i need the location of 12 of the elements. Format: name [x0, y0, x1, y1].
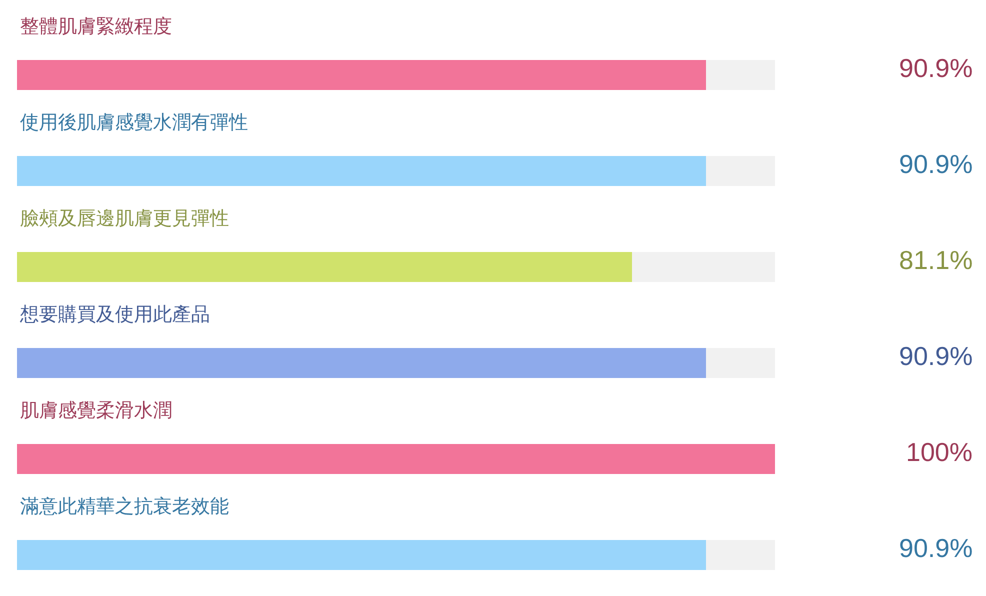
data-label: 90.9%: [899, 53, 973, 83]
data-label: 81.1%: [899, 245, 973, 275]
y-tick-label: 想要購買及使用此產品: [19, 304, 210, 326]
y-tick-label: 滿意此精華之抗衰老效能: [20, 496, 229, 518]
data-label: 90.9%: [899, 341, 973, 371]
y-tick-label: 臉頰及唇邊肌膚更見彈性: [20, 208, 229, 230]
data-label: 90.9%: [899, 149, 973, 179]
y-tick-label: 使用後肌膚感覺水潤有彈性: [20, 112, 248, 134]
y-tick-label: 肌膚感覺柔滑水潤: [20, 400, 172, 422]
data-label: 100%: [906, 437, 972, 467]
y-tick-label: 整體肌膚緊緻程度: [20, 16, 172, 38]
data-label: 90.9%: [899, 533, 973, 563]
